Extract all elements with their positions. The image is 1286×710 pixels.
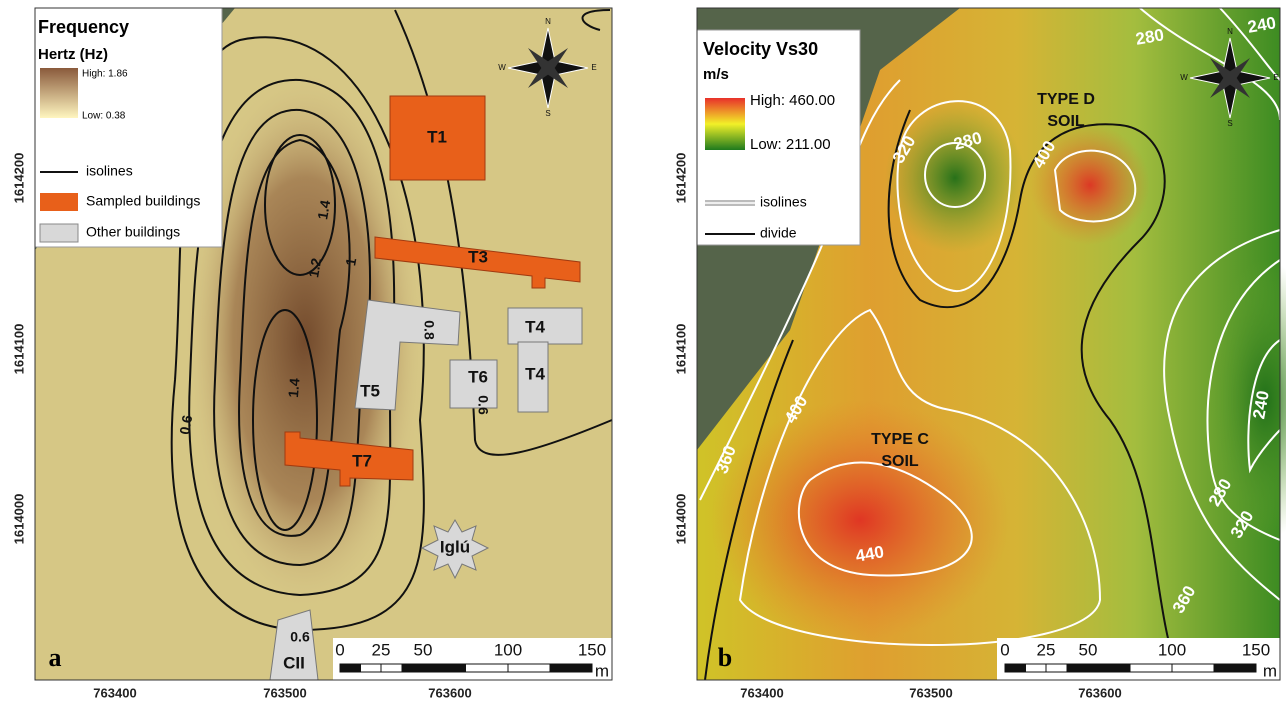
y-tick-label: 1614100 (673, 324, 688, 375)
scale-label: 100 (494, 640, 522, 659)
building-label: T1 (427, 127, 447, 146)
scale-unit: m (1263, 661, 1277, 680)
building-label: T4 (525, 364, 545, 383)
panel-letter: b (718, 643, 732, 672)
x-tick-label: 763500 (909, 685, 952, 700)
legend-item: divide (760, 225, 797, 241)
contour-label: 1.4 (285, 377, 303, 398)
legend-title: Frequency (38, 17, 129, 37)
legend-ramp (705, 98, 745, 150)
building-label: T5 (360, 381, 380, 400)
y-tick-label: 1614000 (11, 494, 26, 545)
scale-label: 0 (335, 640, 344, 659)
x-tick-label: 763500 (263, 685, 306, 700)
scale-label: 50 (1079, 640, 1098, 659)
scale-segment (508, 664, 550, 672)
legend-item: Sampled buildings (86, 193, 200, 209)
scale-label: 25 (372, 640, 391, 659)
scale-segment (1130, 664, 1172, 672)
legend-high: High: 460.00 (750, 92, 835, 109)
compass-letter: W (498, 63, 506, 72)
scale-label: 50 (414, 640, 433, 659)
legend-unit: Hertz (Hz) (38, 46, 108, 63)
contour-label: 1.4 (314, 199, 333, 221)
building-label: T7 (352, 451, 372, 470)
x-tick-label: 763600 (1078, 685, 1121, 700)
legend-swatch (40, 193, 78, 211)
scale-segment (423, 664, 466, 672)
contour-label: 0.6 (475, 395, 491, 415)
legend-ramp (40, 68, 78, 118)
y-tick-label: 1614100 (11, 324, 26, 375)
contour-label: 1.2 (305, 257, 324, 279)
zone-label: SOIL (1047, 113, 1085, 130)
zone-label: TYPE D (1037, 91, 1095, 108)
scale-segment (381, 664, 402, 672)
building-label: T3 (468, 247, 488, 266)
y-tick-label: 1614200 (11, 153, 26, 204)
contour-label: 0.6 (176, 414, 195, 436)
scale-segment (402, 664, 423, 672)
compass-letter: S (1227, 119, 1232, 128)
x-tick-label: 763400 (740, 685, 783, 700)
scale-label: 150 (1242, 640, 1270, 659)
legend-low: Low: 211.00 (750, 136, 831, 153)
compass-letter: W (1180, 73, 1188, 82)
velocity-low (885, 103, 1025, 253)
legend-item: isolines (760, 194, 807, 210)
scale-label: 150 (578, 640, 606, 659)
scale-segment (1067, 664, 1088, 672)
scale-segment (1088, 664, 1130, 672)
compass-letter: E (591, 63, 596, 72)
panel-letter: a (49, 643, 62, 672)
scale-segment (1026, 664, 1047, 672)
building-label: Iglú (440, 537, 470, 556)
legend (35, 8, 222, 247)
x-tick-label: 763400 (93, 685, 136, 700)
scale-segment (1046, 664, 1067, 672)
compass-letter: N (1227, 27, 1233, 36)
scale-label: 25 (1037, 640, 1056, 659)
contour-label: 0.6 (290, 629, 310, 645)
legend-swatch (40, 224, 78, 242)
scale-unit: m (595, 661, 609, 680)
scale-segment (550, 664, 592, 672)
scale-segment (1172, 664, 1214, 672)
scale-label: 100 (1158, 640, 1186, 659)
building-t4 (508, 308, 582, 344)
legend-title: Velocity Vs30 (703, 39, 818, 59)
y-tick-label: 1614200 (673, 153, 688, 204)
scale-segment (1214, 664, 1256, 672)
contour-label: 0.8 (421, 320, 437, 340)
scale-segment (466, 664, 509, 672)
x-tick-label: 763600 (428, 685, 471, 700)
scale-segment (361, 664, 382, 672)
page: { "panels": [ { "letter": "a", "legend":… (0, 0, 1286, 710)
building-label: T4 (525, 317, 545, 336)
compass-letter: N (545, 17, 551, 26)
scale-label: 0 (1000, 640, 1009, 659)
y-tick-label: 1614000 (673, 494, 688, 545)
building-label: CII (283, 653, 305, 672)
zone-label: TYPE C (871, 431, 929, 448)
legend-item: isolines (86, 163, 133, 179)
scale-segment (340, 664, 361, 672)
legend-unit: m/s (703, 66, 729, 83)
zone-label: SOIL (881, 453, 919, 470)
legend-item: Other buildings (86, 224, 180, 240)
figure: Frequency Hertz (Hz) High: 1.86 Low: 0.38 is… (0, 0, 1286, 710)
compass-letter: E (1273, 73, 1278, 82)
legend-low: Low: 0.38 (82, 111, 126, 122)
compass-letter: S (545, 109, 550, 118)
legend-high: High: 1.86 (82, 69, 128, 80)
scale-segment (1005, 664, 1026, 672)
building-label: T6 (468, 367, 488, 386)
